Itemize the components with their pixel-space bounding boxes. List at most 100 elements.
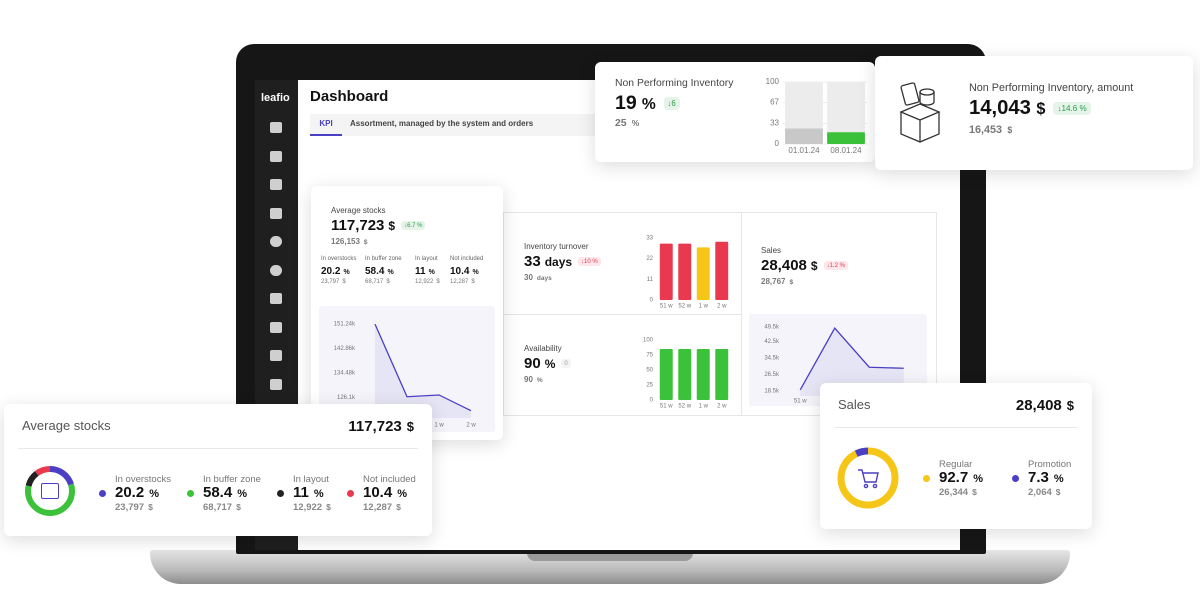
nav-icon (270, 151, 282, 162)
mini-chart: 0 33 67 100 01.01.24 08.01.24 (766, 77, 867, 155)
bar (785, 128, 823, 144)
kpi-previous-unit: $ (1007, 124, 1013, 135)
card-value: 117,723 (348, 418, 402, 435)
segment-label: In layout (293, 474, 329, 485)
segment-unit: % (313, 488, 324, 500)
nav-icon (270, 179, 282, 190)
y-tick-label: 134.48k (334, 370, 356, 376)
card-title: Average stocks (22, 418, 111, 433)
nav-icon (270, 322, 282, 333)
tab[interactable]: Assortment, managed by the system and or… (350, 119, 534, 128)
kpi-unit: % (641, 96, 656, 114)
bar (696, 349, 710, 400)
bar (827, 132, 865, 144)
kpi-change: ↓1.2 % (823, 261, 848, 270)
y-tick-label: 126.1k (337, 395, 356, 401)
y-tick-label: 0 (775, 139, 780, 148)
breakdown-amount-unit: $ (342, 279, 346, 285)
row: 14,043 $ ↓14.6 % (969, 97, 1091, 120)
legend-dot (187, 490, 194, 497)
bar (678, 349, 692, 400)
kpi-previous: 28,767 (761, 277, 786, 286)
row: In buffer zone (365, 256, 402, 262)
line-area (800, 328, 904, 396)
segment-value: 58.4 (203, 484, 233, 501)
page-title: Dashboard (310, 88, 389, 105)
tab[interactable]: KPI (310, 114, 342, 136)
card-unit: $ (406, 419, 414, 434)
row: 20.2% (115, 484, 159, 501)
row: 68,717 $ (203, 502, 241, 513)
box-glyph (41, 483, 59, 499)
segment-unit: % (973, 473, 983, 485)
line-area (375, 324, 471, 418)
x-tick-label: 51 w (660, 404, 673, 410)
bar (659, 349, 673, 400)
segment-label: Not included (363, 474, 416, 485)
segment-unit: % (237, 488, 247, 500)
kpi-unit: $ (1036, 99, 1046, 118)
legend-dot (923, 475, 930, 482)
row: Non Performing Inventory (615, 78, 733, 89)
kpi-change: ↓6 (663, 97, 680, 111)
breakdown-value: 20.2 (321, 266, 341, 277)
breakdown-label: In overstocks (321, 256, 357, 262)
y-tick-label: 0 (650, 298, 654, 304)
y-tick-label: 25 (646, 383, 653, 389)
breakdown-value: 11 (415, 266, 426, 277)
divider (503, 314, 741, 315)
segment-label: Promotion (1028, 459, 1072, 470)
donut-segment (837, 447, 899, 509)
breakdown-value: 10.4 (450, 266, 470, 277)
breakdown-amount: 12,287 (450, 279, 469, 285)
segment-value: 92.7 (939, 469, 969, 486)
y-tick-label: 22 (646, 256, 653, 262)
row: 19% ↓6 (615, 92, 680, 115)
y-tick-label: 11 (647, 277, 654, 283)
segment-value: 10.4 (363, 484, 393, 501)
bar (659, 243, 673, 300)
row: 10.4% (363, 484, 407, 501)
breakdown-amount: 12,922 (415, 279, 434, 285)
legend-dot (1012, 475, 1019, 482)
cart-icon (858, 469, 879, 489)
row: 2,064 $ (1028, 487, 1061, 498)
row: Promotion (1028, 459, 1071, 470)
breakdown-label: Not included (450, 256, 484, 262)
inventory-turnover-section: Inventory turnover 33 days ↓10 % 30 days 0 11 22… (503, 212, 741, 314)
row: 117,723 $ ↓6.7 % (331, 217, 426, 234)
row: In overstocks (115, 474, 171, 485)
y-tick-label: 67 (770, 98, 779, 107)
kpi-title: Non Performing Inventory, amount (969, 82, 1134, 94)
segment-amount-unit: $ (1055, 487, 1061, 497)
kpi-previous: 30 (524, 273, 533, 282)
kpi-change: ↓14.6 % (1053, 101, 1091, 115)
sales-overlay: Sales 28,408 $ Regular 92.7% 26,344 $ Promotion… (820, 383, 1092, 529)
breakdown-amount-unit: $ (471, 279, 475, 285)
legend-dot (347, 490, 354, 497)
row: 12,922 $ (293, 502, 331, 513)
breakdown-unit: % (387, 269, 394, 276)
row: Availability (524, 344, 562, 353)
breakdown-unit: % (428, 269, 435, 276)
row: 30 days (524, 273, 552, 282)
kpi-title: Non Performing Inventory (615, 78, 734, 89)
divider (834, 427, 1078, 428)
kpi-value: 14,043 (969, 96, 1031, 119)
y-tick-label: 42.5k (764, 339, 780, 345)
bar (715, 349, 729, 400)
row: 11% (293, 484, 324, 501)
kpi-unit: % (544, 357, 556, 371)
row: 16,453 $ (969, 124, 1012, 136)
kpi-previous: 25 (615, 118, 627, 130)
bar (715, 241, 729, 300)
kpi-previous: 90 (524, 375, 533, 384)
segment-amount-unit: $ (972, 487, 977, 497)
donut-segment (25, 466, 75, 516)
row: Average stocks (331, 206, 386, 215)
mini-chart: 0 25 50 75 100 51 w 52 w 1 w 2 w (643, 338, 729, 410)
segment-unit: % (149, 488, 159, 500)
row: 33 days ↓10 % (524, 253, 601, 270)
legend-dot (99, 490, 106, 497)
